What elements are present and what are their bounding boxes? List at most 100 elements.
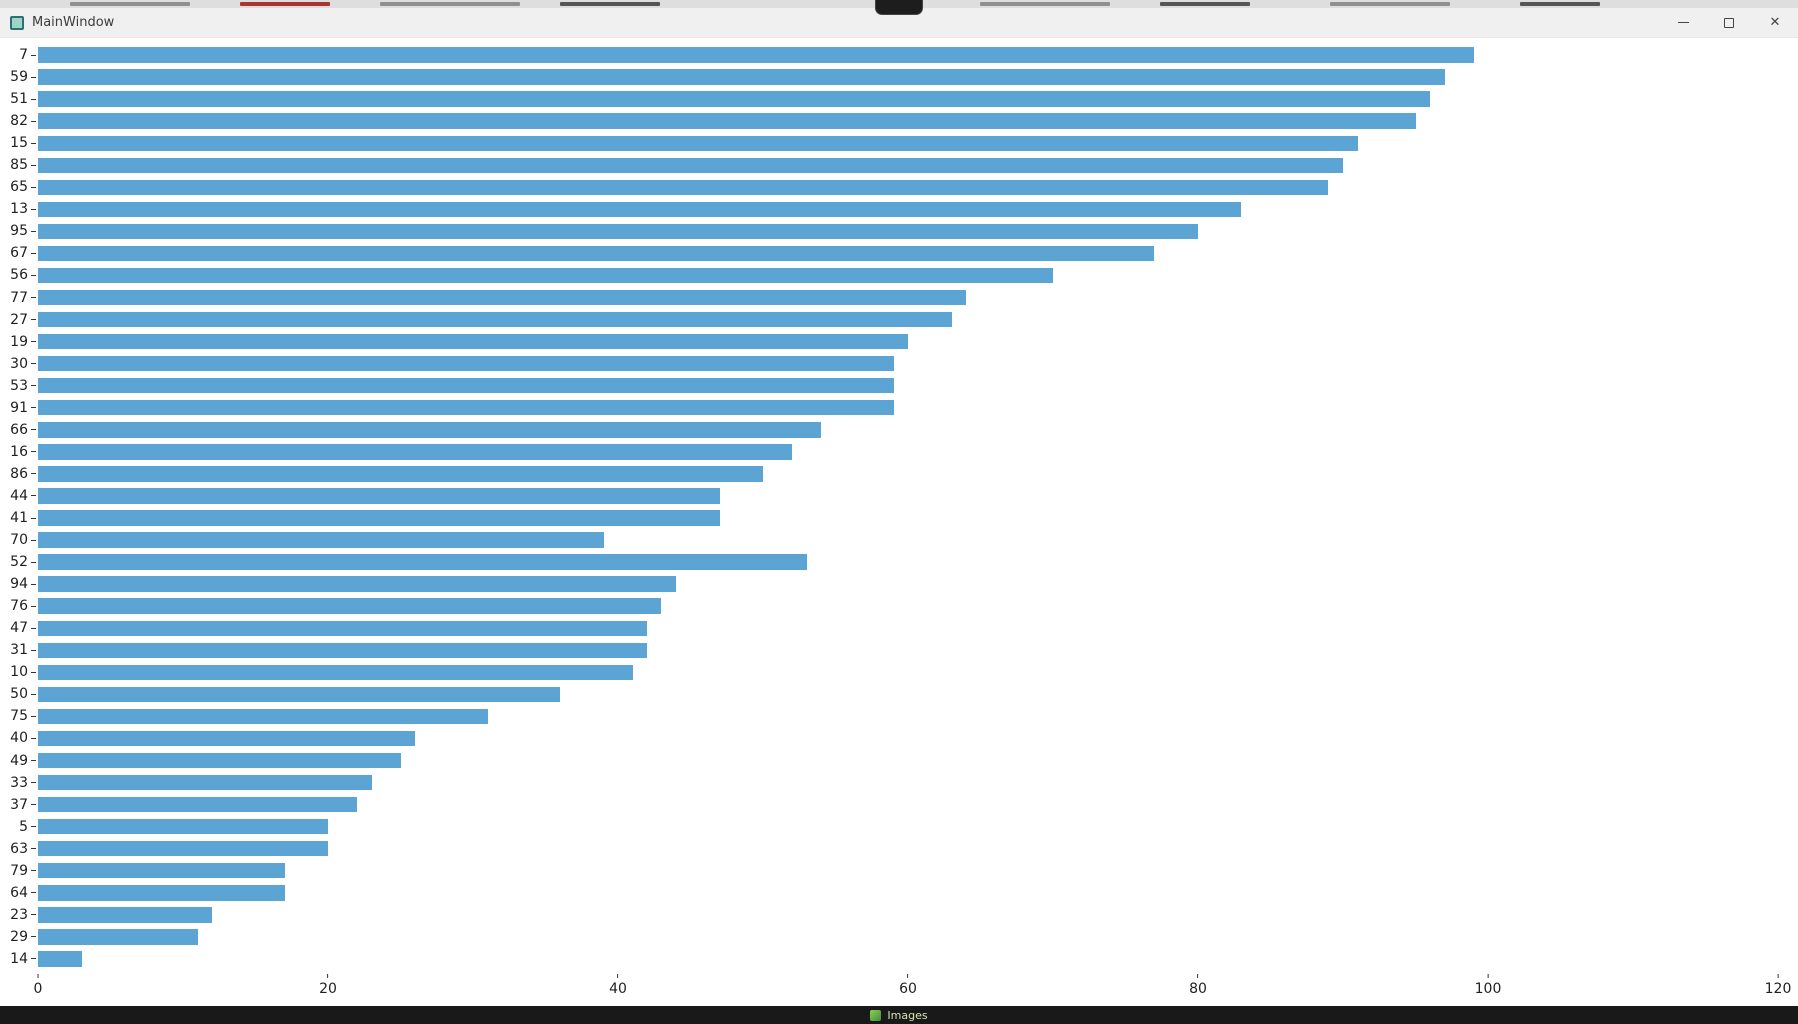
y-tick-mark: [31, 693, 36, 695]
y-tick-mark: [31, 363, 36, 365]
y-tick-label: 63: [10, 840, 28, 857]
screen-share-notch[interactable]: [875, 0, 923, 15]
minimize-button[interactable]: [1660, 8, 1706, 37]
bar: [38, 863, 285, 879]
y-tick-mark: [31, 892, 36, 894]
y-tick-mark: [31, 341, 36, 343]
x-tick: 60: [899, 974, 917, 997]
y-tick-mark: [31, 627, 36, 629]
y-tick-mark: [31, 671, 36, 673]
bar-row: 10: [10, 661, 1778, 683]
taskbar: Images: [0, 1006, 1798, 1024]
close-button[interactable]: ✕: [1752, 8, 1798, 37]
y-tick-label: 47: [10, 620, 28, 637]
bar-row: 49: [10, 750, 1778, 772]
bar-row: 67: [10, 242, 1778, 264]
bar-row: 77: [10, 287, 1778, 309]
plot-area: 7 59 51 82 15 85 65 13 95 67 56 77 27 19 30 53 91 66 16 86 4…: [10, 44, 1778, 970]
y-tick-mark: [31, 737, 36, 739]
bar: [38, 91, 1430, 107]
y-tick-mark: [31, 274, 36, 276]
y-tick-label: 30: [10, 355, 28, 372]
minimize-icon: [1677, 22, 1689, 23]
bar: [38, 554, 807, 570]
bar-row: 56: [10, 264, 1778, 286]
y-tick-mark: [31, 583, 36, 585]
y-tick-label: 51: [10, 91, 28, 108]
y-tick-label: 10: [10, 664, 28, 681]
x-tick-mark: [1197, 974, 1199, 978]
bar-row: 13: [10, 198, 1778, 220]
bar: [38, 818, 328, 835]
bar: [38, 510, 720, 526]
window-app-icon: [10, 15, 24, 30]
bar-row: 66: [10, 419, 1778, 441]
y-tick-label: 56: [10, 267, 28, 284]
bar-row: 75: [10, 705, 1778, 727]
y-tick-mark: [31, 98, 36, 100]
bar: [38, 642, 647, 658]
y-tick-label: 44: [10, 487, 28, 504]
bar-row: 51: [10, 88, 1778, 110]
y-tick-label: 79: [10, 862, 28, 879]
y-tick-mark: [31, 958, 36, 960]
y-tick-mark: [31, 715, 36, 717]
y-tick-label: 82: [10, 113, 28, 130]
y-tick-label: 70: [10, 532, 28, 549]
bar: [38, 796, 357, 813]
y-tick-label: 31: [10, 642, 28, 659]
y-tick-label: 91: [10, 399, 28, 416]
y-tick-mark: [31, 142, 36, 144]
x-tick: 20: [319, 974, 337, 997]
taskbar-item-images[interactable]: Images: [887, 1008, 928, 1022]
bar-row: 47: [10, 617, 1778, 639]
x-tick-label: 120: [1764, 981, 1792, 997]
y-tick-mark: [31, 429, 36, 431]
bar: [38, 378, 894, 394]
background-fragment: [70, 2, 190, 6]
bar: [38, 929, 198, 945]
bar-chart: 7 59 51 82 15 85 65 13 95 67 56 77 27 19 30 53 91 66 16 86 4…: [0, 38, 1798, 1006]
bar: [38, 488, 720, 504]
x-tick-mark: [907, 974, 909, 978]
bar: [38, 444, 792, 460]
bar-row: 7: [19, 44, 1778, 66]
bar-row: 14: [10, 948, 1778, 970]
bar-row: 19: [10, 331, 1778, 353]
y-tick-mark: [31, 848, 36, 850]
bar: [38, 907, 212, 923]
bar: [38, 730, 415, 747]
maximize-icon: [1724, 17, 1734, 28]
bar-row: 5: [19, 816, 1778, 838]
x-tick-label: 100: [1474, 981, 1502, 997]
y-tick-label: 5: [19, 818, 28, 835]
bar-row: 76: [10, 595, 1778, 617]
y-tick-mark: [31, 407, 36, 409]
y-tick-label: 67: [10, 245, 28, 262]
y-tick-mark: [31, 120, 36, 122]
y-tick-label: 41: [10, 510, 28, 526]
x-tick-label: 40: [609, 981, 627, 997]
y-tick-mark: [31, 826, 36, 828]
y-tick-mark: [31, 517, 36, 519]
background-fragment: [380, 2, 520, 6]
bar: [38, 686, 560, 703]
bar: [38, 201, 1242, 218]
bar: [38, 135, 1358, 151]
y-tick-mark: [31, 914, 36, 916]
bar: [38, 466, 763, 482]
y-tick-label: 16: [10, 443, 28, 460]
bar-row: 86: [10, 463, 1778, 485]
bar-row: 41: [10, 507, 1778, 529]
y-tick-mark: [31, 473, 36, 475]
y-tick-mark: [31, 186, 36, 188]
bar: [38, 841, 328, 857]
bar: [38, 113, 1416, 129]
bar-row: 63: [10, 838, 1778, 860]
y-tick-label: 77: [10, 289, 28, 306]
x-tick: 40: [609, 974, 627, 997]
x-tick: 120: [1764, 974, 1792, 997]
bar: [38, 576, 676, 592]
x-tick-mark: [37, 974, 39, 978]
maximize-button[interactable]: [1706, 8, 1752, 37]
